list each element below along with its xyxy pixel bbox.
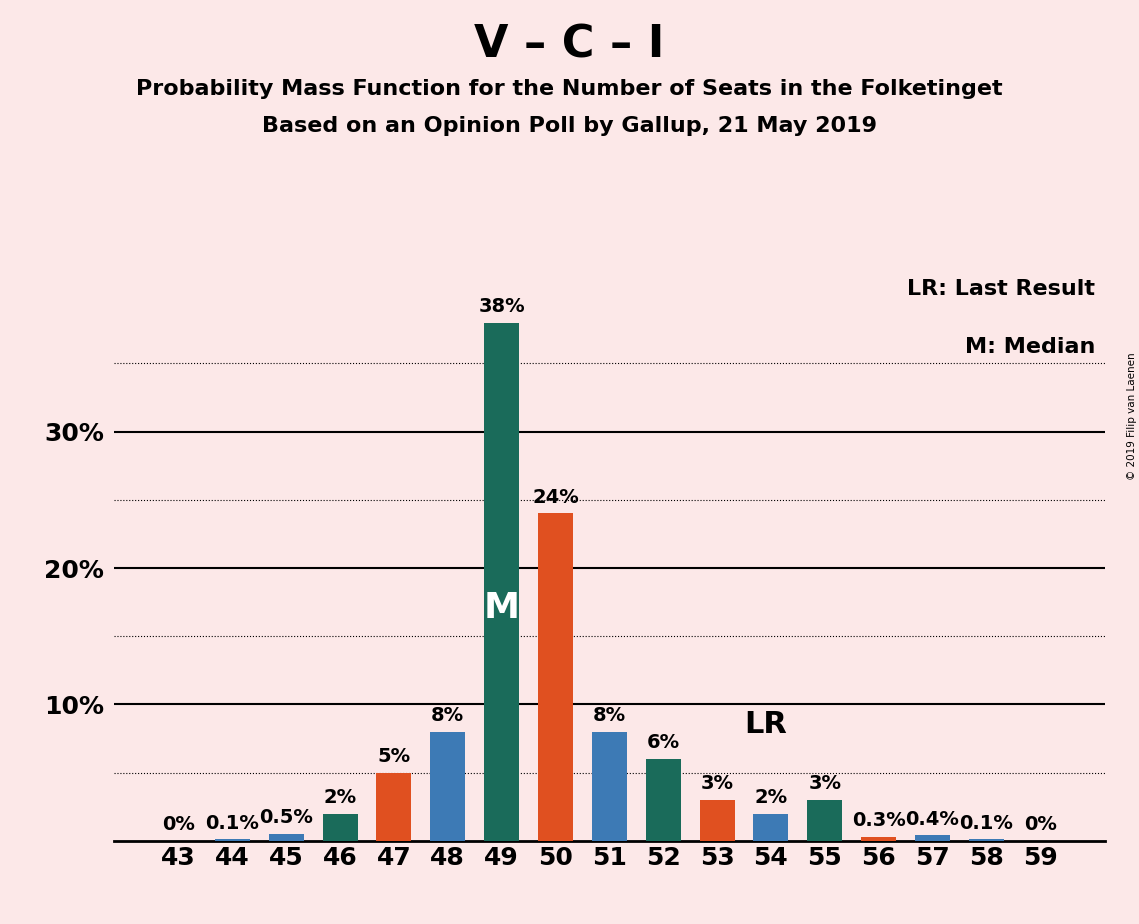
Text: LR: LR	[744, 710, 787, 738]
Text: 0.1%: 0.1%	[959, 814, 1014, 833]
Text: © 2019 Filip van Laenen: © 2019 Filip van Laenen	[1126, 352, 1137, 480]
Text: M: M	[484, 590, 519, 625]
Text: Based on an Opinion Poll by Gallup, 21 May 2019: Based on an Opinion Poll by Gallup, 21 M…	[262, 116, 877, 136]
Bar	[808, 800, 842, 841]
Text: 0.1%: 0.1%	[205, 814, 260, 833]
Bar	[915, 835, 950, 841]
Text: 5%: 5%	[377, 747, 410, 766]
Text: 6%: 6%	[647, 733, 680, 752]
Text: 2%: 2%	[754, 788, 787, 807]
Text: 0.3%: 0.3%	[852, 811, 906, 830]
Text: 0%: 0%	[1024, 815, 1057, 834]
Bar	[377, 772, 411, 841]
Bar	[699, 800, 735, 841]
Text: 8%: 8%	[432, 706, 465, 725]
Text: 2%: 2%	[323, 788, 357, 807]
Bar	[969, 840, 1003, 841]
Text: 8%: 8%	[592, 706, 626, 725]
Text: 3%: 3%	[809, 774, 842, 793]
Text: V – C – I: V – C – I	[474, 23, 665, 67]
Bar	[269, 834, 304, 841]
Text: 0.5%: 0.5%	[260, 808, 313, 827]
Text: M: Median: M: Median	[965, 336, 1095, 357]
Bar	[861, 837, 896, 841]
Bar	[431, 732, 466, 841]
Bar	[215, 840, 249, 841]
Text: 3%: 3%	[700, 774, 734, 793]
Bar	[753, 813, 788, 841]
Text: 38%: 38%	[478, 297, 525, 316]
Bar	[646, 759, 681, 841]
Text: 0%: 0%	[162, 815, 195, 834]
Text: LR: Last Result: LR: Last Result	[907, 279, 1095, 299]
Bar	[484, 322, 519, 841]
Bar	[538, 514, 573, 841]
Bar	[592, 732, 626, 841]
Text: Probability Mass Function for the Number of Seats in the Folketinget: Probability Mass Function for the Number…	[137, 79, 1002, 99]
Bar	[322, 813, 358, 841]
Text: 24%: 24%	[532, 488, 579, 506]
Text: 0.4%: 0.4%	[906, 809, 959, 829]
